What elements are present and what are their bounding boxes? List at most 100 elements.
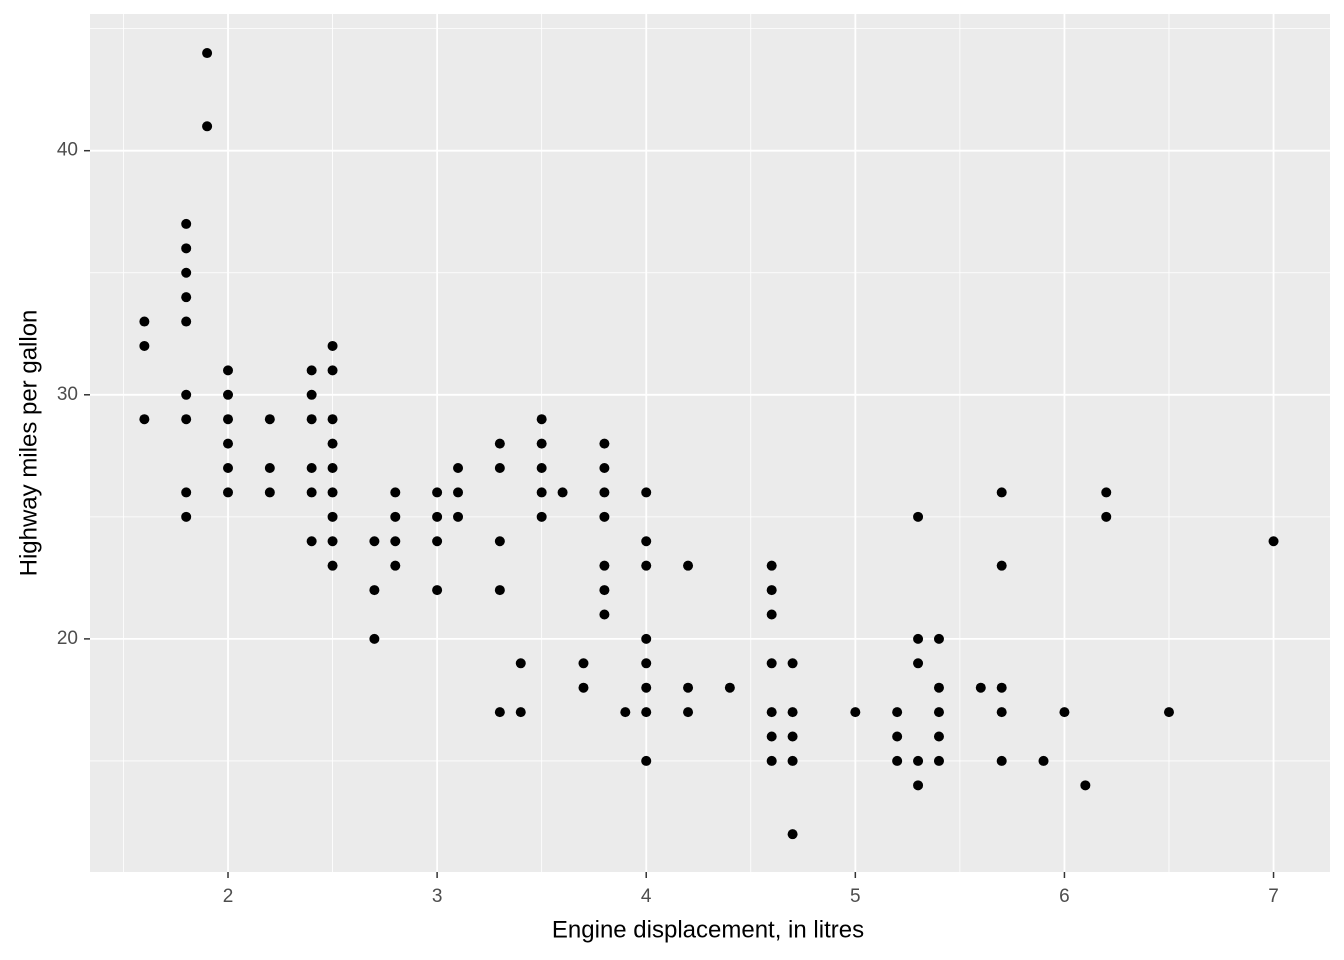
- point: [369, 585, 380, 596]
- point: [536, 511, 547, 522]
- point: [599, 585, 610, 596]
- point: [327, 438, 338, 449]
- point: [641, 560, 652, 571]
- point: [139, 316, 150, 327]
- point: [327, 340, 338, 351]
- point: [181, 267, 192, 278]
- point: [139, 414, 150, 425]
- point: [766, 658, 777, 669]
- point: [181, 511, 192, 522]
- point: [306, 389, 317, 400]
- point: [223, 438, 234, 449]
- point: [996, 707, 1007, 718]
- point: [996, 755, 1007, 766]
- point: [536, 463, 547, 474]
- point: [787, 658, 798, 669]
- point: [787, 707, 798, 718]
- point: [892, 707, 903, 718]
- point: [892, 755, 903, 766]
- point: [683, 707, 694, 718]
- point: [453, 487, 464, 498]
- plot-panel: [90, 14, 1330, 872]
- point: [766, 707, 777, 718]
- point: [933, 755, 944, 766]
- point: [536, 487, 547, 498]
- point: [641, 707, 652, 718]
- point: [494, 536, 505, 547]
- point: [766, 609, 777, 620]
- point: [1038, 755, 1049, 766]
- point: [494, 585, 505, 596]
- point: [264, 463, 275, 474]
- point: [683, 682, 694, 693]
- x-tick-label: 4: [641, 886, 652, 907]
- point: [913, 755, 924, 766]
- point: [913, 780, 924, 791]
- point: [599, 560, 610, 571]
- point: [683, 560, 694, 571]
- point: [1101, 487, 1112, 498]
- x-tick-label: 2: [223, 886, 234, 907]
- x-tick-label: 5: [850, 886, 861, 907]
- point: [766, 560, 777, 571]
- point: [327, 463, 338, 474]
- point: [494, 707, 505, 718]
- point: [975, 682, 986, 693]
- point: [599, 609, 610, 620]
- point: [641, 682, 652, 693]
- point: [933, 682, 944, 693]
- point: [515, 707, 526, 718]
- point: [306, 463, 317, 474]
- point: [996, 487, 1007, 498]
- point: [724, 682, 735, 693]
- point: [641, 536, 652, 547]
- point: [933, 731, 944, 742]
- point: [432, 487, 443, 498]
- point: [369, 536, 380, 547]
- point: [641, 633, 652, 644]
- point: [306, 365, 317, 376]
- point: [453, 463, 464, 474]
- point: [599, 511, 610, 522]
- point: [850, 707, 861, 718]
- point: [787, 829, 798, 840]
- point: [933, 633, 944, 644]
- point: [578, 682, 589, 693]
- point: [515, 658, 526, 669]
- point: [139, 340, 150, 351]
- point: [1268, 536, 1279, 547]
- point: [892, 731, 903, 742]
- point: [996, 560, 1007, 571]
- y-tick-label: 40: [57, 140, 78, 161]
- point: [327, 365, 338, 376]
- point: [202, 48, 213, 59]
- point: [390, 560, 401, 571]
- point: [327, 536, 338, 547]
- point: [536, 414, 547, 425]
- point: [1101, 511, 1112, 522]
- point: [306, 536, 317, 547]
- point: [181, 292, 192, 303]
- point: [181, 414, 192, 425]
- point: [223, 463, 234, 474]
- point: [181, 316, 192, 327]
- point: [223, 389, 234, 400]
- point: [306, 487, 317, 498]
- point: [1059, 707, 1070, 718]
- point: [327, 511, 338, 522]
- point: [432, 536, 443, 547]
- point: [181, 389, 192, 400]
- point: [264, 414, 275, 425]
- point: [390, 536, 401, 547]
- point: [766, 755, 777, 766]
- point: [181, 243, 192, 254]
- point: [327, 487, 338, 498]
- point: [933, 707, 944, 718]
- point: [369, 633, 380, 644]
- point: [766, 731, 777, 742]
- y-tick-label: 30: [57, 384, 78, 405]
- point: [641, 755, 652, 766]
- point: [599, 487, 610, 498]
- point: [787, 755, 798, 766]
